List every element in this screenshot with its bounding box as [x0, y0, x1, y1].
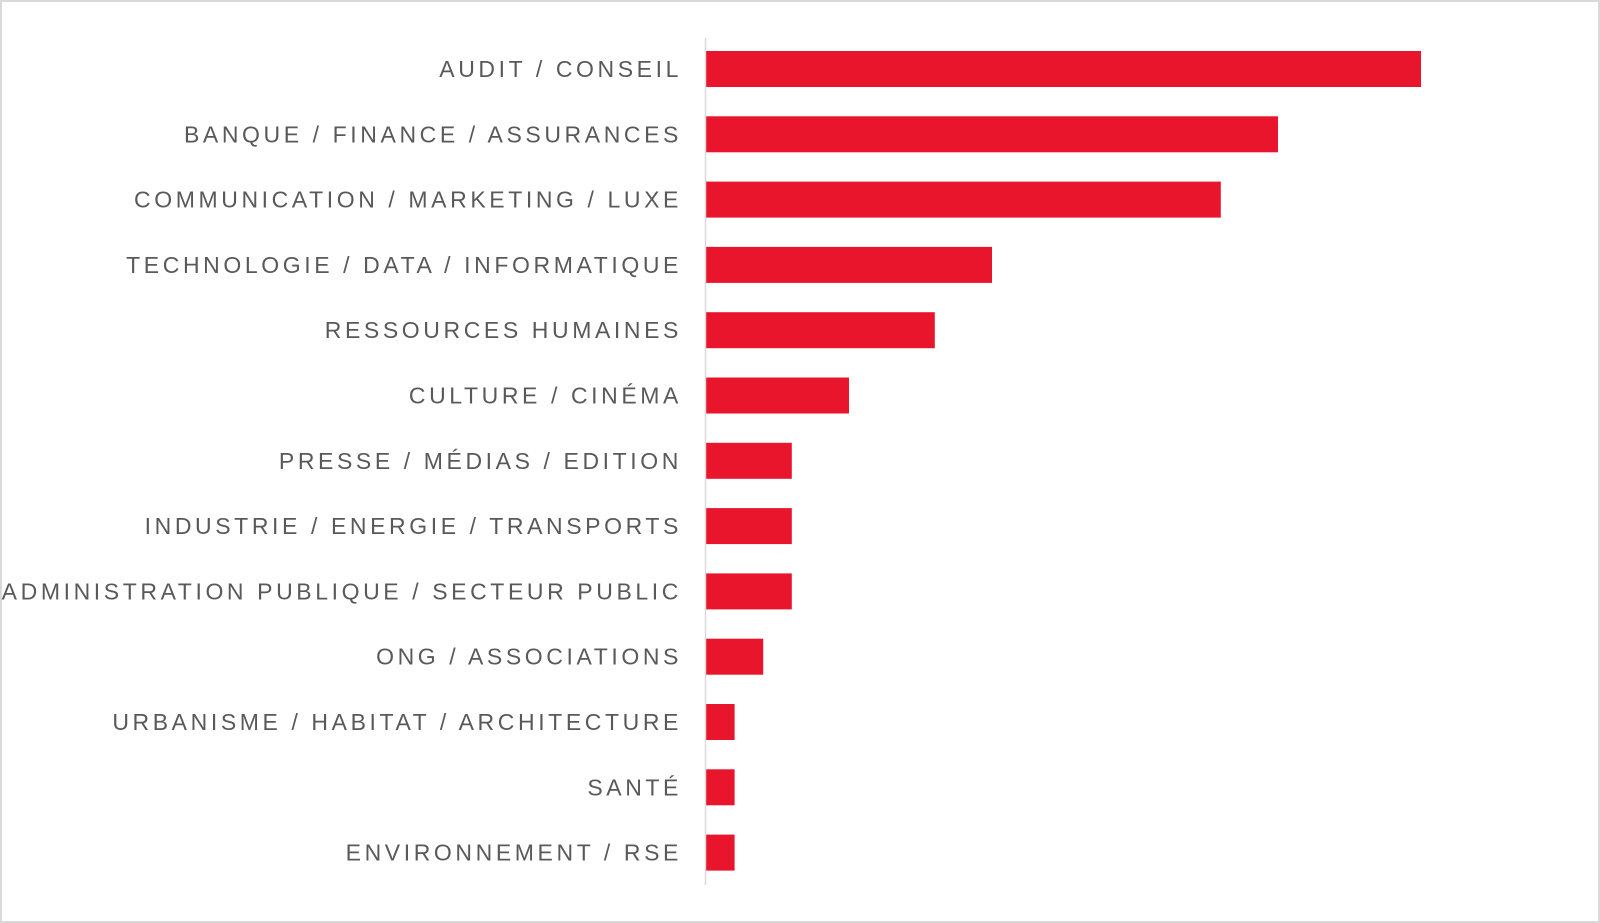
bar	[706, 638, 764, 675]
bar	[706, 769, 735, 806]
category-label: ADMINISTRATION PUBLIQUE / SECTEUR PUBLIC	[2, 578, 682, 604]
category-label: AUDIT / CONSEIL	[439, 56, 682, 82]
category-label: PRESSE / MÉDIAS / EDITION	[279, 448, 682, 474]
bar	[706, 116, 1278, 153]
category-label: BANQUE / FINANCE / ASSURANCES	[184, 121, 682, 147]
bar	[706, 442, 792, 479]
category-label: URBANISME / HABITAT / ARCHITECTURE	[112, 709, 682, 735]
category-label: SANTÉ	[587, 774, 682, 800]
category-label: RESSOURCES HUMAINES	[325, 317, 682, 343]
bar	[706, 377, 849, 414]
bar	[706, 51, 1421, 87]
category-label: TECHNOLOGIE / DATA / INFORMATIQUE	[126, 252, 682, 278]
category-labels-group: AUDIT / CONSEIL BANQUE / FINANCE / ASSURA…	[2, 56, 682, 866]
bar	[706, 704, 735, 740]
category-label: COMMUNICATION / MARKETING / LUXE	[134, 187, 682, 213]
bar	[706, 508, 792, 545]
bars-group	[706, 51, 1421, 871]
category-label: ENVIRONNEMENT / RSE	[346, 840, 682, 866]
category-label: INDUSTRIE / ENERGIE / TRANSPORTS	[145, 513, 682, 539]
bar	[706, 246, 992, 283]
category-label: CULTURE / CINÉMA	[409, 383, 682, 409]
bar	[706, 573, 792, 610]
bar	[706, 834, 735, 871]
bar	[706, 312, 935, 349]
category-label: ONG / ASSOCIATIONS	[376, 644, 682, 670]
bar	[706, 181, 1221, 218]
